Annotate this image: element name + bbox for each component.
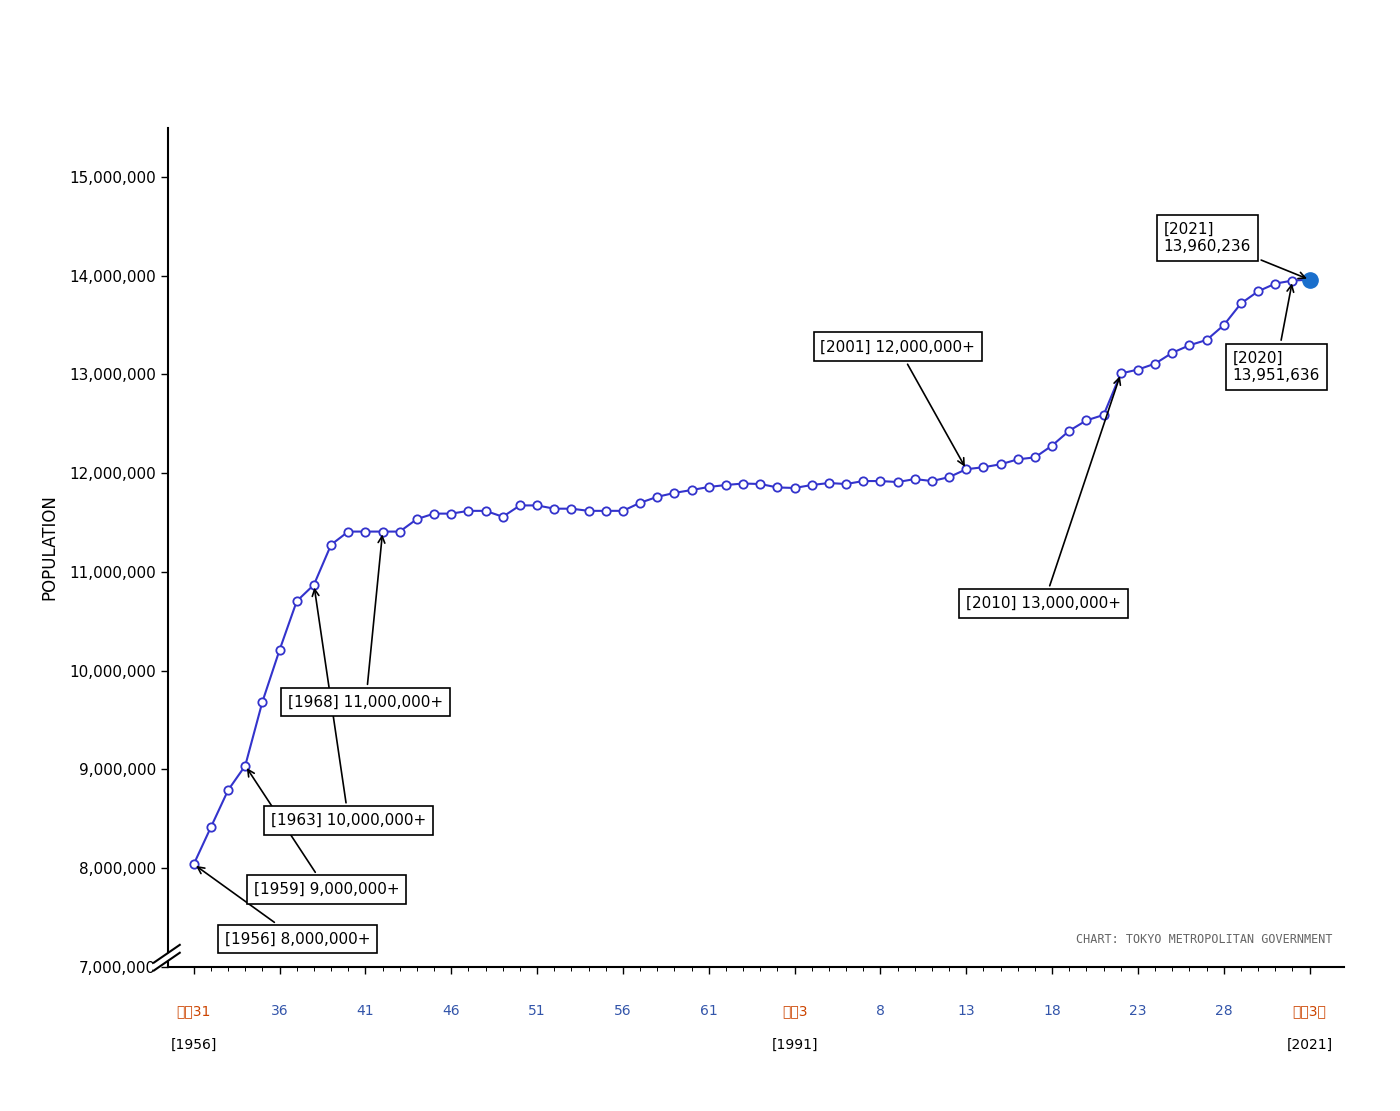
Text: [1963] 10,000,000+: [1963] 10,000,000+	[272, 589, 426, 828]
Text: 令和3年: 令和3年	[1292, 1004, 1327, 1019]
Text: [1956]: [1956]	[171, 1038, 217, 1052]
Text: 23: 23	[1130, 1004, 1147, 1019]
Text: [2021]
13,960,236: [2021] 13,960,236	[1163, 222, 1305, 279]
Text: 13: 13	[958, 1004, 976, 1019]
Text: [1959] 9,000,000+: [1959] 9,000,000+	[248, 770, 399, 897]
Text: [1968] 11,000,000+: [1968] 11,000,000+	[288, 537, 444, 710]
Text: 18: 18	[1043, 1004, 1061, 1019]
Text: 28: 28	[1215, 1004, 1232, 1019]
Text: [1991]: [1991]	[771, 1038, 818, 1052]
Text: [2001] 12,000,000+: [2001] 12,000,000+	[820, 339, 976, 466]
Text: [2021]: [2021]	[1287, 1038, 1333, 1052]
Text: 平成3: 平成3	[781, 1004, 808, 1019]
Text: CHART: TOKYO METROPOLITAN GOVERNMENT: CHART: TOKYO METROPOLITAN GOVERNMENT	[1075, 932, 1333, 945]
Text: [1956] 8,000,000+: [1956] 8,000,000+	[197, 867, 370, 947]
Text: 昭和31: 昭和31	[176, 1004, 211, 1019]
Text: 61: 61	[700, 1004, 718, 1019]
Y-axis label: POPULATION: POPULATION	[41, 494, 59, 600]
Text: 41: 41	[357, 1004, 374, 1019]
Text: POPULATION OF THE TOKYO METROPOLITAN AREA (1956-2021): POPULATION OF THE TOKYO METROPOLITAN ARE…	[35, 33, 1070, 61]
Text: 8: 8	[876, 1004, 885, 1019]
Text: 46: 46	[442, 1004, 461, 1019]
Text: 51: 51	[528, 1004, 546, 1019]
Text: 56: 56	[615, 1004, 631, 1019]
Text: [2020]
13,951,636: [2020] 13,951,636	[1232, 286, 1320, 383]
Text: 36: 36	[270, 1004, 288, 1019]
Text: [2010] 13,000,000+: [2010] 13,000,000+	[966, 378, 1121, 611]
